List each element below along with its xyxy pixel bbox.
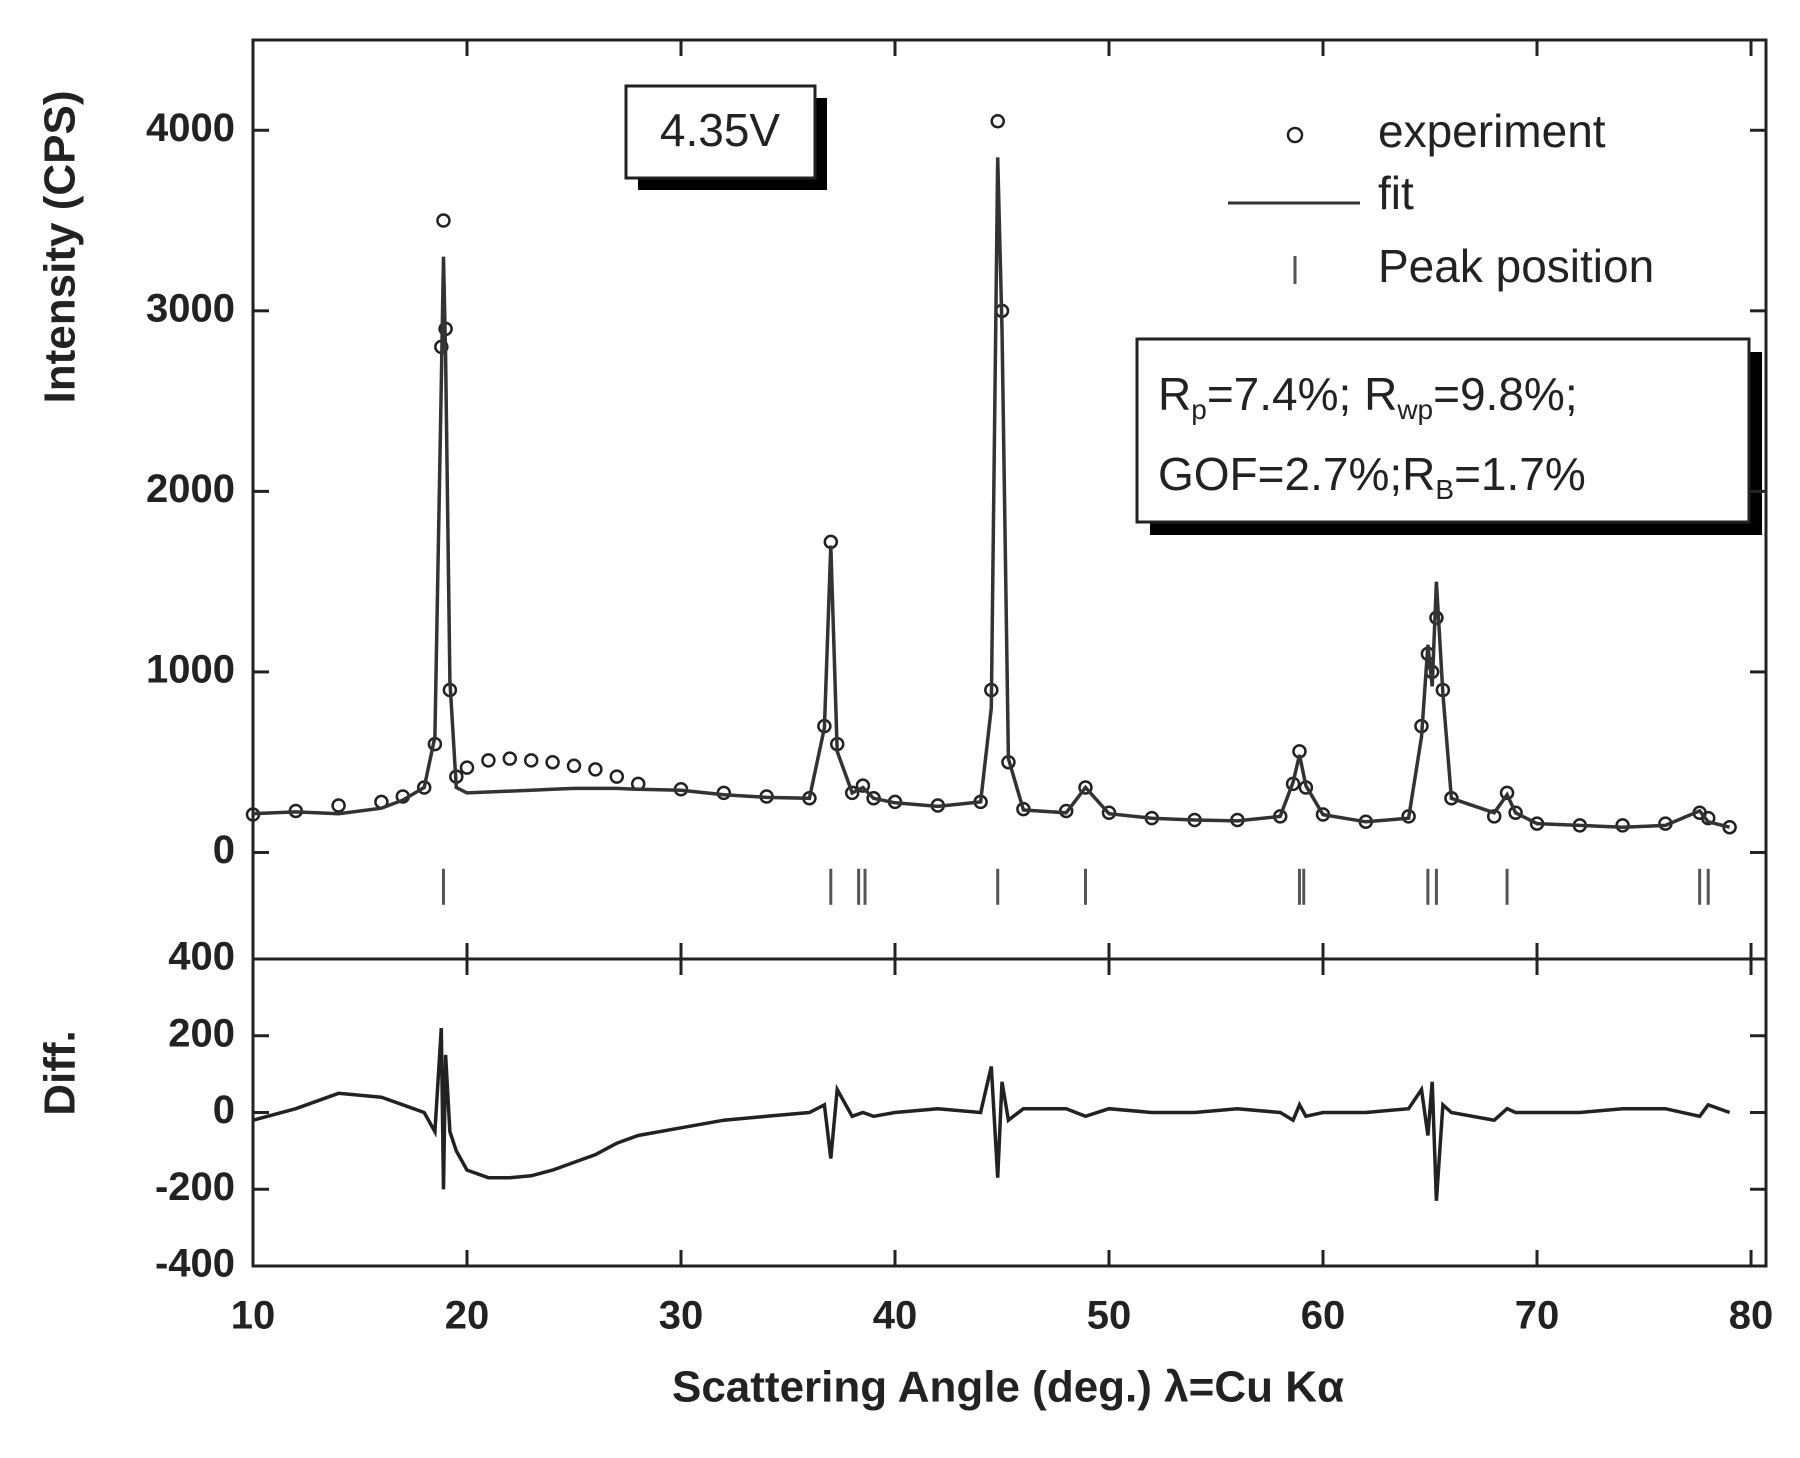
x-tick-label: 10 [231, 1294, 276, 1338]
y-tick-label: 1000 [146, 647, 235, 691]
x-tick-label: 20 [445, 1294, 490, 1338]
stats-subscript: wp [1396, 394, 1433, 425]
y-axis-label: Diff. [36, 1030, 85, 1116]
legend-label: Peak position [1378, 240, 1654, 292]
data-line [252, 1027, 1731, 1201]
annotation-box [624, 84, 817, 180]
x-tick-label: 60 [1301, 1294, 1346, 1338]
x-tick-label: 80 [1729, 1294, 1774, 1338]
stats-text: Rp=7.4%; Rwp=9.8%; [1158, 368, 1578, 425]
experiment-point [1078, 780, 1093, 795]
experiment-point [855, 778, 871, 793]
y-tick-label: -200 [155, 1165, 235, 1209]
experiment-point [1508, 805, 1523, 821]
experiment-point [990, 113, 1005, 129]
experiment-point [523, 753, 539, 768]
experiment-point [609, 769, 625, 784]
stats-part: GOF=2.7%;R [1158, 448, 1435, 500]
y-tick-label: 4000 [146, 106, 235, 150]
y-tick-label: 3000 [146, 286, 235, 330]
experiment-point [436, 213, 451, 228]
legend-label: experiment [1378, 105, 1606, 157]
y-tick-label: 200 [168, 1011, 235, 1055]
stats-subscript: p [1191, 394, 1207, 425]
stats-part: =7.4%; R [1207, 368, 1398, 420]
experiment-point [844, 785, 860, 801]
experiment-point [588, 762, 603, 777]
legend-label: fit [1378, 167, 1414, 219]
legend-symbol [1286, 126, 1304, 144]
stats-part: R [1158, 368, 1191, 420]
data-line [252, 157, 1731, 829]
x-tick-label: 40 [873, 1294, 918, 1338]
experiment-point [1499, 785, 1515, 801]
stats-box [1135, 337, 1751, 524]
experiment-point [481, 753, 496, 768]
experiment-point [1700, 810, 1716, 826]
x-tick-label: 50 [1087, 1294, 1132, 1338]
y-tick-label: 400 [168, 935, 235, 979]
experiment-point [566, 758, 582, 774]
x-axis-label: Scattering Angle (deg.) λ=Cu Kα [672, 1363, 1344, 1412]
y-tick-label: 0 [213, 828, 235, 872]
experiment-point [459, 760, 475, 775]
experiment-point [502, 751, 518, 766]
experiment-point [545, 754, 560, 770]
experiment-point [331, 798, 346, 813]
annotation: 4.35V [660, 104, 781, 156]
y-axis-label: Intensity (CPS) [36, 91, 85, 404]
y-tick-label: -400 [155, 1242, 235, 1286]
stats-text: GOF=2.7%;RB=1.7% [1158, 448, 1586, 505]
stats-part: =1.7% [1454, 448, 1586, 500]
y-tick-label: 2000 [146, 467, 235, 511]
x-tick-label: 70 [1515, 1294, 1560, 1338]
x-tick-label: 30 [659, 1294, 704, 1338]
stats-subscript: B [1435, 474, 1454, 505]
y-tick-label: 0 [213, 1088, 235, 1132]
stats-part: =9.8%; [1433, 368, 1578, 420]
